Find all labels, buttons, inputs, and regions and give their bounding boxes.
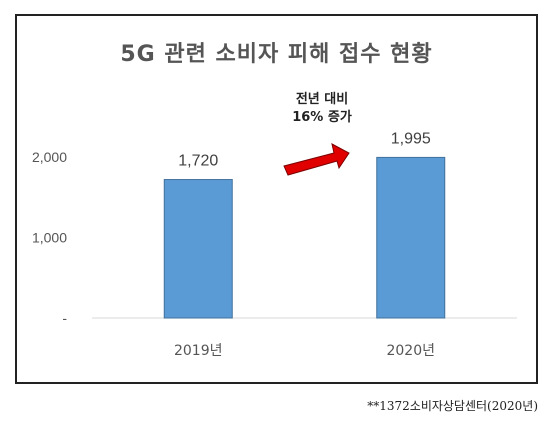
bar	[376, 156, 446, 319]
y-tick-label: -	[62, 310, 67, 326]
annotation-line-2: 16% 증가	[292, 110, 352, 125]
increase-arrow-icon	[283, 143, 350, 176]
annotation: 전년 대비 16% 증가	[283, 91, 352, 176]
y-tick-label: 2,000	[32, 149, 67, 165]
chart-title: 5G 관련 소비자 피해 접수 현황	[120, 42, 433, 67]
chart-plot: - 1,000 2,000 1,720 2019년 1,995 2020년 전년 대비 1…	[32, 91, 517, 359]
annotation-line-1: 전년 대비	[296, 91, 348, 107]
y-tick-label: 1,000	[32, 230, 67, 246]
source-note: **1372소비자상담센터(2020년)	[367, 399, 538, 413]
x-tick-label: 2019년	[174, 343, 223, 359]
data-label: 1,995	[391, 130, 431, 147]
chart-frame: 5G 관련 소비자 피해 접수 현황 - 1,000 2,000 1,720 2019…	[15, 14, 538, 384]
bar	[163, 179, 233, 319]
x-tick-label: 2020년	[386, 343, 435, 359]
data-label: 1,720	[178, 153, 218, 170]
